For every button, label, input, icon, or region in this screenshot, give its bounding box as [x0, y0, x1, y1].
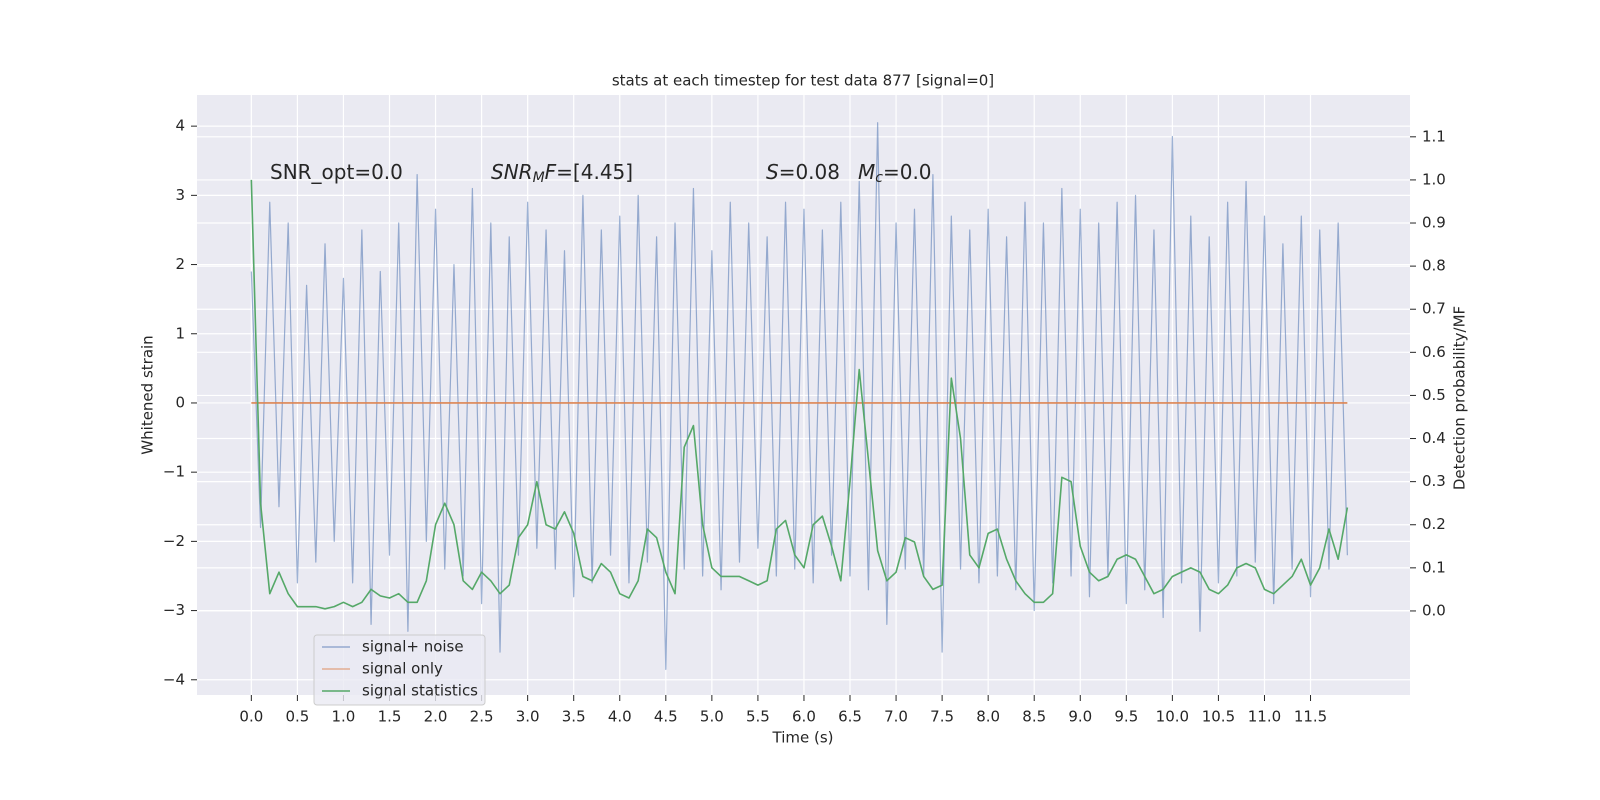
x-tick-label: 8.0 — [976, 708, 1000, 726]
x-tick-label: 10.5 — [1202, 708, 1235, 726]
y2-tick-label: 0.8 — [1422, 257, 1446, 275]
marks — [250, 122, 1349, 670]
y2-tick-label: 0.6 — [1422, 343, 1446, 361]
x-tick-label: 4.0 — [608, 708, 632, 726]
y-tick-label: 3 — [175, 186, 185, 204]
series-line — [250, 179, 1349, 610]
annotation: SNRMF=[4.45] — [491, 160, 633, 187]
y-tick-label: −3 — [163, 601, 185, 619]
legend-label: signal+ noise — [362, 638, 464, 656]
annotation-part: =0.0 — [883, 160, 932, 184]
y-tick-label: −4 — [163, 670, 185, 688]
x-tick-label: 3.0 — [516, 708, 540, 726]
x-tick-label: 9.0 — [1068, 708, 1092, 726]
legend-label: signal only — [362, 660, 443, 678]
annotation: SNR_opt=0.0 — [270, 160, 403, 184]
y2-tick-label: 0.1 — [1422, 558, 1446, 576]
legend: signal+ noise signal only signal statistic… — [313, 634, 486, 706]
annotation-part: M — [533, 170, 545, 186]
annotation-part: M — [858, 160, 875, 184]
y-tick-label: −2 — [163, 532, 185, 550]
legend-box — [313, 634, 486, 706]
x-tick-label: 0.5 — [285, 708, 309, 726]
y2-tick-label: 0.0 — [1422, 601, 1446, 619]
x-tick-label: 5.0 — [700, 708, 724, 726]
x-tick-label: 2.0 — [424, 708, 448, 726]
y2-tick-label: 1.0 — [1422, 170, 1446, 188]
x-tick-label: 6.0 — [792, 708, 816, 726]
x-tick-label: 2.5 — [470, 708, 494, 726]
y-tick-label: 1 — [175, 324, 185, 342]
x-tick-label: 8.5 — [1022, 708, 1046, 726]
y-axis-label: Whitened strain — [139, 335, 157, 454]
annotation: S=0.08 — [766, 160, 840, 184]
y-tick-label: 0 — [175, 393, 185, 411]
x-tick-label: 0.0 — [239, 708, 263, 726]
x-tick-label: 11.0 — [1248, 708, 1281, 726]
annotation: Mc=0.0 — [858, 160, 932, 187]
annotation-part: SNR — [491, 160, 533, 184]
y-tick-label: −1 — [163, 463, 185, 481]
x-tick-label: 1.5 — [378, 708, 402, 726]
y2-axis-label: Detection probability/MF — [1451, 306, 1469, 490]
x-tick-label: 10.0 — [1156, 708, 1189, 726]
axes: 0.0 0.5 1.0 1.5 2.0 2.5 3.0 3.5 4.0 4.5 5.0 5.5 6.0 6… — [163, 117, 1446, 726]
y2-tick-label: 0.7 — [1422, 300, 1446, 318]
chart-title: stats at each timestep for test data 877… — [612, 72, 994, 90]
y-tick-label: 4 — [175, 117, 185, 135]
annotation-part: F — [545, 160, 557, 184]
x-tick-label: 9.5 — [1114, 708, 1138, 726]
x-tick-label: 6.5 — [838, 708, 862, 726]
y2-tick-label: 1.1 — [1422, 127, 1446, 145]
x-tick-label: 4.5 — [654, 708, 678, 726]
y2-tick-label: 0.2 — [1422, 515, 1446, 533]
y2-tick-label: 0.9 — [1422, 214, 1446, 232]
x-tick-label: 5.5 — [746, 708, 770, 726]
y2-tick-label: 0.4 — [1422, 429, 1446, 447]
x-axis-label: Time (s) — [772, 729, 834, 747]
legend-label: signal statistics — [362, 682, 478, 700]
x-tick-label: 7.5 — [930, 708, 954, 726]
x-tick-label: 1.0 — [332, 708, 356, 726]
y2-tick-label: 0.3 — [1422, 472, 1446, 490]
annotation-part: =0.08 — [779, 160, 840, 184]
x-tick-label: 7.0 — [884, 708, 908, 726]
x-tick-label: 3.5 — [562, 708, 586, 726]
annotation-part: =[4.45] — [556, 160, 633, 184]
y2-tick-label: 0.5 — [1422, 386, 1446, 404]
x-tick-label: 11.5 — [1294, 708, 1327, 726]
series-line — [250, 122, 1348, 670]
annotation-part: SNR_opt=0.0 — [270, 160, 403, 184]
y-tick-label: 2 — [175, 255, 185, 273]
annotation-part: c — [875, 170, 883, 186]
annotation-part: S — [766, 160, 779, 184]
